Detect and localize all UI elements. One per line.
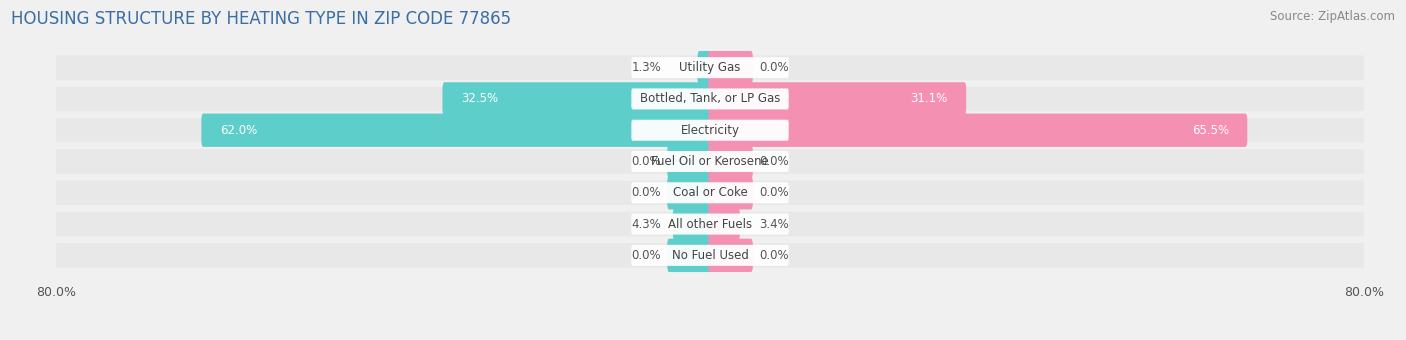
Text: 3.4%: 3.4%	[759, 218, 789, 231]
FancyBboxPatch shape	[697, 51, 711, 84]
FancyBboxPatch shape	[709, 176, 752, 209]
FancyBboxPatch shape	[709, 51, 752, 84]
FancyBboxPatch shape	[631, 182, 789, 203]
Text: 0.0%: 0.0%	[759, 249, 789, 262]
FancyBboxPatch shape	[56, 55, 1364, 80]
Text: 0.0%: 0.0%	[631, 249, 661, 262]
Text: 62.0%: 62.0%	[219, 124, 257, 137]
Text: 0.0%: 0.0%	[759, 155, 789, 168]
FancyBboxPatch shape	[709, 207, 740, 241]
Text: 31.1%: 31.1%	[911, 92, 948, 105]
Text: All other Fuels: All other Fuels	[668, 218, 752, 231]
Text: 4.3%: 4.3%	[631, 218, 661, 231]
Text: Utility Gas: Utility Gas	[679, 61, 741, 74]
Text: Bottled, Tank, or LP Gas: Bottled, Tank, or LP Gas	[640, 92, 780, 105]
Text: Coal or Coke: Coal or Coke	[672, 186, 748, 199]
Text: Fuel Oil or Kerosene: Fuel Oil or Kerosene	[651, 155, 769, 168]
FancyBboxPatch shape	[631, 214, 789, 235]
FancyBboxPatch shape	[709, 239, 752, 272]
Text: 65.5%: 65.5%	[1192, 124, 1229, 137]
FancyBboxPatch shape	[56, 149, 1364, 174]
FancyBboxPatch shape	[56, 118, 1364, 142]
Text: Electricity: Electricity	[681, 124, 740, 137]
FancyBboxPatch shape	[668, 145, 711, 178]
Text: 0.0%: 0.0%	[631, 155, 661, 168]
FancyBboxPatch shape	[56, 181, 1364, 205]
Text: Source: ZipAtlas.com: Source: ZipAtlas.com	[1270, 10, 1395, 23]
Text: 0.0%: 0.0%	[759, 61, 789, 74]
FancyBboxPatch shape	[631, 88, 789, 109]
FancyBboxPatch shape	[443, 82, 711, 116]
FancyBboxPatch shape	[56, 212, 1364, 236]
FancyBboxPatch shape	[631, 57, 789, 78]
FancyBboxPatch shape	[201, 114, 711, 147]
Text: HOUSING STRUCTURE BY HEATING TYPE IN ZIP CODE 77865: HOUSING STRUCTURE BY HEATING TYPE IN ZIP…	[11, 10, 512, 28]
Text: 1.3%: 1.3%	[631, 61, 661, 74]
Text: 0.0%: 0.0%	[759, 186, 789, 199]
Text: No Fuel Used: No Fuel Used	[672, 249, 748, 262]
FancyBboxPatch shape	[631, 120, 789, 141]
FancyBboxPatch shape	[709, 145, 752, 178]
FancyBboxPatch shape	[56, 243, 1364, 268]
FancyBboxPatch shape	[56, 87, 1364, 111]
FancyBboxPatch shape	[709, 114, 1247, 147]
FancyBboxPatch shape	[631, 151, 789, 172]
FancyBboxPatch shape	[668, 176, 711, 209]
FancyBboxPatch shape	[631, 245, 789, 266]
FancyBboxPatch shape	[673, 207, 711, 241]
FancyBboxPatch shape	[709, 82, 966, 116]
Text: 32.5%: 32.5%	[461, 92, 498, 105]
Legend: Owner-occupied, Renter-occupied: Owner-occupied, Renter-occupied	[575, 339, 845, 340]
Text: 0.0%: 0.0%	[631, 186, 661, 199]
FancyBboxPatch shape	[668, 239, 711, 272]
